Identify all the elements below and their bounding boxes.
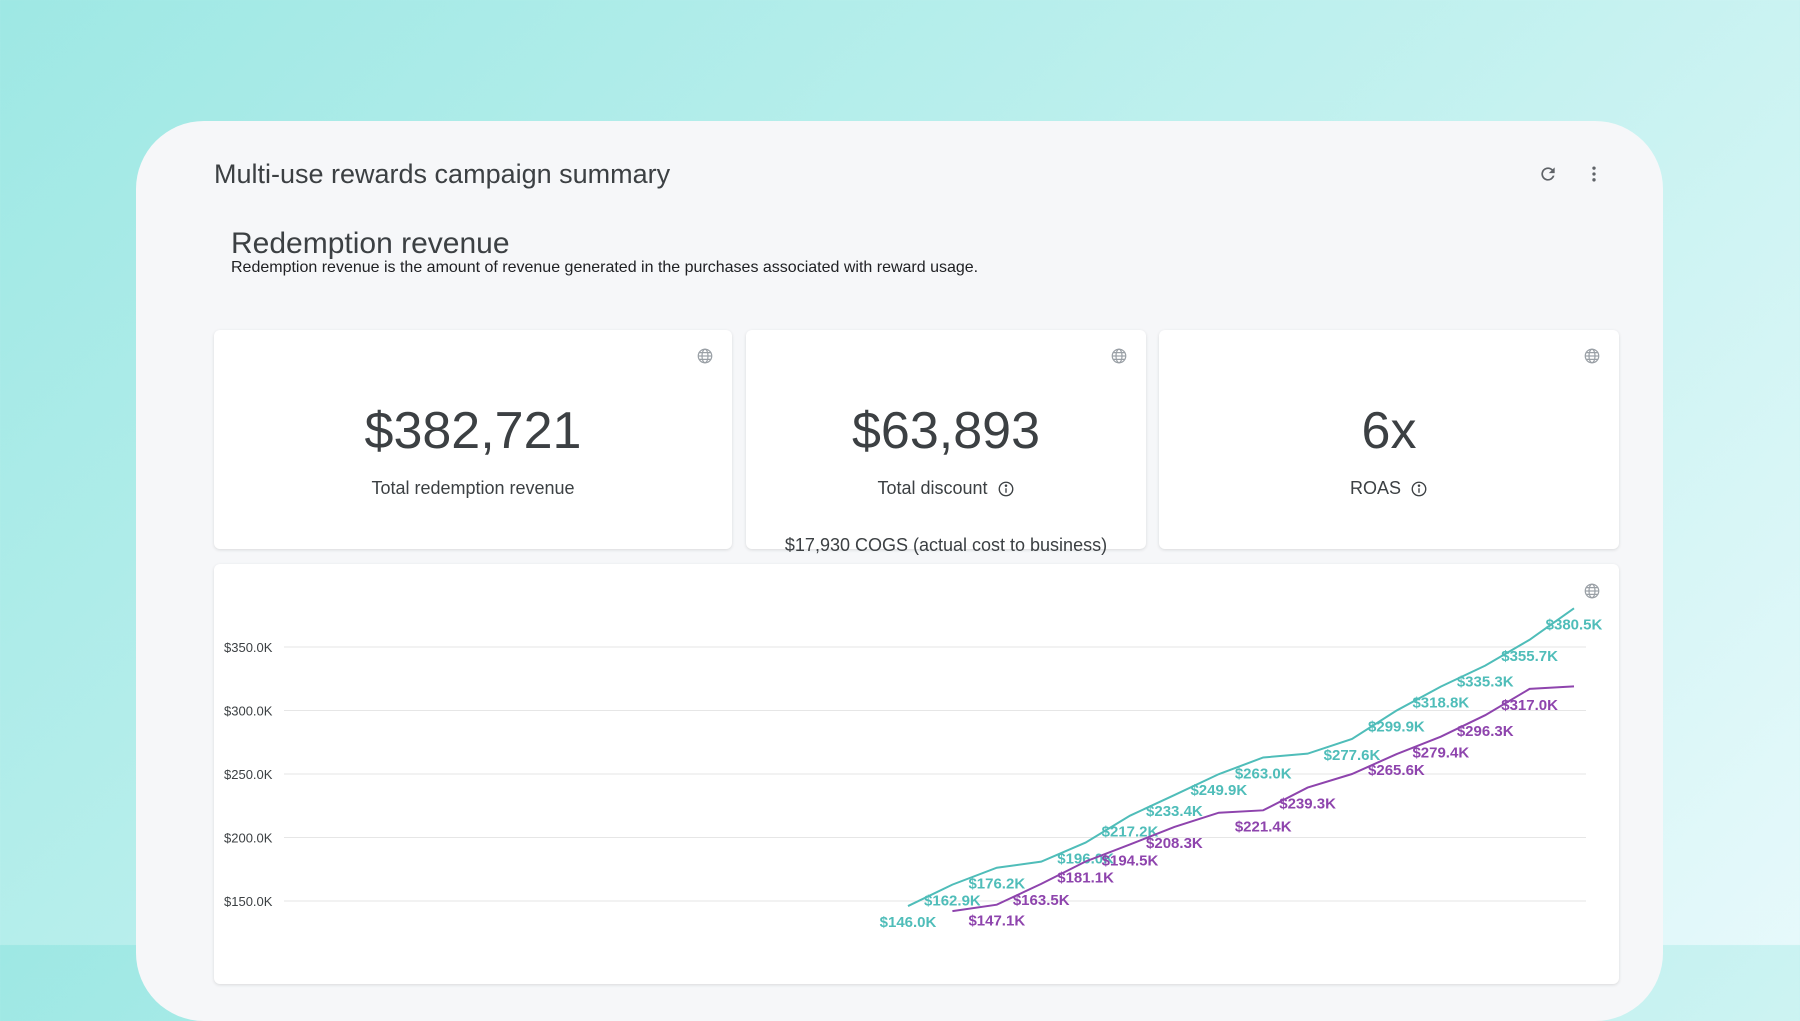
series-line-1: [907, 607, 1575, 907]
data-label: $299.9K: [1368, 719, 1425, 736]
data-label: $146.0K: [880, 914, 937, 931]
kpi-value: $63,893: [852, 402, 1040, 460]
globe-icon[interactable]: [696, 347, 714, 365]
data-label: $176.2K: [968, 876, 1025, 893]
data-label: $265.6K: [1368, 762, 1425, 779]
data-label: $194.5K: [1102, 852, 1159, 869]
data-label: $181.1K: [1057, 870, 1114, 887]
data-label: $318.8K: [1412, 695, 1469, 712]
data-label: $335.3K: [1457, 674, 1514, 691]
y-tick-label: $150.0K: [224, 894, 273, 909]
y-tick-label: $300.0K: [224, 704, 273, 719]
kpi-label: Total redemption revenue: [214, 478, 732, 499]
data-label: $279.4K: [1412, 745, 1469, 762]
kpi-label-text: ROAS: [1349, 478, 1401, 498]
y-tick-label: $350.0K: [224, 640, 273, 655]
dashboard-title: Multi-use rewards campaign summary: [214, 159, 671, 189]
kpi-label: Total discount: [746, 478, 1146, 499]
kpi-label-text: Total discount: [877, 478, 988, 498]
data-label: $208.3K: [1146, 835, 1203, 852]
info-icon[interactable]: [997, 480, 1015, 498]
data-label: $380.5K: [1546, 616, 1603, 633]
revenue-line-chart: $150.0K $200.0K $250.0K $300.0K $350.0K $146.…: [224, 607, 1603, 931]
data-label: $317.0K: [1501, 697, 1558, 714]
info-icon[interactable]: [1410, 480, 1428, 498]
section-description: Redemption revenue is the amount of reve…: [231, 259, 979, 276]
refresh-icon[interactable]: [1537, 163, 1559, 185]
data-label: $147.1K: [968, 913, 1025, 930]
kpi-value: 6x: [1361, 402, 1417, 460]
data-label: $263.0K: [1235, 765, 1292, 782]
revenue-chart-card: $150.0K $200.0K $250.0K $300.0K $350.0K $146.…: [214, 564, 1619, 984]
globe-icon[interactable]: [1583, 347, 1601, 365]
globe-icon[interactable]: [1583, 582, 1601, 600]
kpi-sublabel: $17,930 COGS (actual cost to business): [784, 535, 1108, 555]
kpi-label-text: Total redemption revenue: [371, 478, 575, 498]
kpi-value: $382,721: [364, 402, 582, 460]
y-tick-label: $200.0K: [224, 831, 273, 846]
section-title: Redemption revenue: [231, 227, 510, 260]
data-label: $249.9K: [1190, 782, 1247, 799]
data-label: $277.6K: [1324, 747, 1381, 764]
dashboard-actions: [1537, 163, 1605, 185]
globe-icon[interactable]: [1110, 347, 1128, 365]
kpi-card-roas: 6x ROAS: [1159, 330, 1619, 549]
y-tick-label: $250.0K: [224, 767, 273, 782]
data-label: $239.3K: [1279, 796, 1336, 813]
more-vert-icon[interactable]: [1583, 163, 1605, 185]
data-label: $233.4K: [1146, 803, 1203, 820]
dashboard-panel: Multi-use rewards campaign summary Redem…: [136, 121, 1663, 1021]
kpi-label: ROAS: [1159, 478, 1619, 499]
data-label: $217.2K: [1102, 824, 1159, 841]
kpi-card-total-redemption-revenue: $382,721 Total redemption revenue: [214, 330, 732, 549]
data-label: $196.0K: [1057, 851, 1114, 868]
series-line-2: [952, 685, 1575, 913]
data-label: $162.9K: [924, 893, 981, 910]
data-label: $296.3K: [1457, 723, 1514, 740]
data-label: $163.5K: [1013, 892, 1070, 909]
kpi-card-total-discount: $63,893 Total discount $17,930 COGS (act…: [746, 330, 1146, 555]
data-label: $355.7K: [1501, 648, 1558, 665]
data-label: $221.4K: [1235, 818, 1292, 835]
